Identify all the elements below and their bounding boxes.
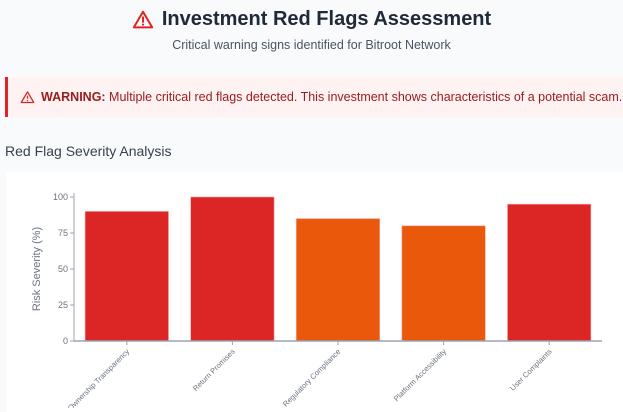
y-tick-label: 100 (53, 192, 68, 202)
y-tick-label: 0 (63, 336, 68, 346)
page-subtitle: Critical warning signs identified for Bi… (172, 38, 451, 52)
warning-triangle-icon (132, 10, 153, 28)
section-title: Red Flag Severity Analysis (5, 143, 172, 159)
x-tick-label: Regulatory Compliance (281, 347, 342, 408)
bar[interactable] (507, 203, 592, 342)
x-tick-label: Platform Accessibility (392, 347, 448, 403)
warning-text: WARNING: Multiple critical red flags det… (41, 90, 622, 104)
y-axis-label: Risk Severity (%) (31, 227, 43, 311)
x-tick-label: Ownership Transparency (66, 347, 131, 408)
bar[interactable] (295, 218, 381, 342)
x-tick-label: User Complaints (508, 347, 554, 393)
page-title: Investment Red Flags Assessment (0, 8, 623, 31)
warning-message: Multiple critical red flags detected. Th… (105, 90, 623, 104)
warning-triangle-icon (20, 90, 35, 103)
warning-label: WARNING: (41, 90, 106, 104)
title-text: Investment Red Flags Assessment (161, 8, 492, 30)
warning-banner: WARNING: Multiple critical red flags det… (5, 77, 623, 117)
y-tick-label: 25 (58, 300, 68, 310)
y-tick-label: 50 (58, 264, 68, 274)
x-tick-label: Return Promises (191, 347, 237, 393)
y-tick-label: 75 (58, 228, 68, 238)
bar[interactable] (84, 211, 169, 342)
bar[interactable] (401, 225, 486, 342)
bar[interactable] (190, 196, 275, 342)
